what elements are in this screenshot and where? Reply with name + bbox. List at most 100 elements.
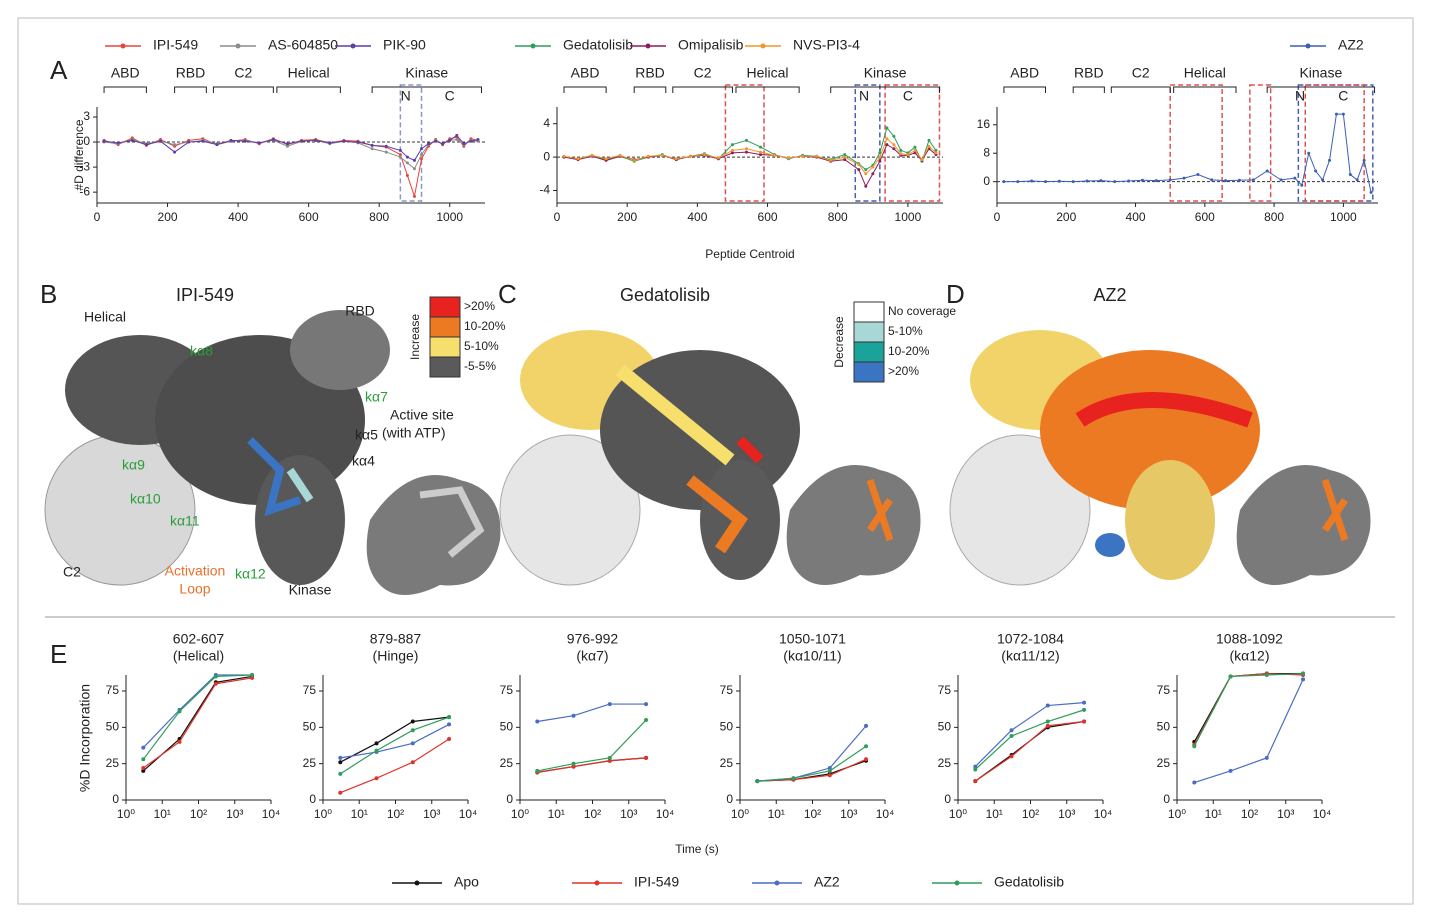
x-tick-label: 10¹ <box>768 807 785 821</box>
data-point <box>1196 173 1200 177</box>
domain-label: C2 <box>1132 65 1150 81</box>
series-line <box>757 745 867 782</box>
legend-marker <box>414 880 420 886</box>
data-point <box>1154 179 1158 183</box>
x-tick-label: 400 <box>228 210 248 224</box>
data-point <box>356 140 360 144</box>
data-point <box>730 148 734 152</box>
data-point <box>420 153 424 157</box>
chart-title: 602-607 <box>173 631 225 647</box>
x-tick-label: 10⁰ <box>314 807 332 821</box>
data-point <box>338 755 343 760</box>
x-tick-label: 10² <box>1241 807 1258 821</box>
panel-label: D <box>946 279 965 309</box>
data-point <box>973 779 978 784</box>
data-point <box>1082 719 1087 724</box>
data-point <box>755 779 760 784</box>
series-line <box>537 703 647 723</box>
data-point <box>144 143 148 147</box>
x-tick-label: 600 <box>758 210 778 224</box>
y-tick-label: 0 <box>944 792 951 806</box>
series-line <box>537 757 647 773</box>
legend-label: 10-20% <box>464 319 506 333</box>
data-point <box>1334 112 1338 116</box>
y-tick-label: 8 <box>983 145 990 159</box>
legend-marker <box>530 43 536 49</box>
legend-label: 5-10% <box>464 339 499 353</box>
series-line <box>340 716 450 763</box>
data-point <box>1228 768 1233 773</box>
data-point <box>412 158 416 162</box>
data-point <box>864 168 868 172</box>
data-point <box>441 142 445 146</box>
y-tick-label: 50 <box>500 719 514 733</box>
data-point <box>913 145 917 149</box>
data-point <box>1113 180 1117 184</box>
series-line <box>1193 672 1304 747</box>
series-line <box>1193 672 1304 746</box>
data-point <box>702 153 706 157</box>
x-tick-label: 10¹ <box>1205 807 1222 821</box>
legend-title: Increase <box>408 314 422 360</box>
legend-label: Gedatolisib <box>994 874 1064 890</box>
domain-bracket <box>672 86 733 93</box>
x-tick-label: 10⁰ <box>511 807 529 821</box>
data-point <box>607 702 612 707</box>
chart-subtitle: (Hinge) <box>373 648 419 664</box>
data-point <box>906 153 910 157</box>
data-point <box>1237 178 1241 182</box>
series-line <box>974 709 1085 770</box>
x-tick-label: 10² <box>804 807 821 821</box>
data-point <box>1045 703 1050 708</box>
data-point <box>374 741 379 746</box>
domain-bracket <box>633 86 667 93</box>
y-tick-label: 75 <box>303 683 317 697</box>
data-point <box>420 157 424 161</box>
series-line <box>757 725 867 782</box>
data-point <box>1002 180 1006 184</box>
data-point <box>338 771 343 776</box>
panel-label: A <box>50 55 68 85</box>
data-point <box>562 154 566 158</box>
data-point <box>213 674 218 679</box>
data-point <box>1085 179 1089 183</box>
y-tick-label: 0 <box>1163 792 1170 806</box>
data-point <box>384 150 388 154</box>
domain-bracket <box>1003 86 1046 93</box>
legend-label: Omipalisib <box>678 37 744 53</box>
panel-label: C <box>498 279 517 309</box>
y-tick-label: 50 <box>1157 719 1171 733</box>
data-point <box>899 152 903 156</box>
y-tick-label: 75 <box>106 683 120 697</box>
data-point <box>462 142 466 146</box>
panel-label: E <box>50 639 67 669</box>
data-point <box>892 147 896 151</box>
legend-swatch <box>429 356 461 378</box>
legend-swatch <box>853 301 885 323</box>
data-point <box>447 722 452 727</box>
data-point <box>1168 178 1172 182</box>
data-point <box>448 138 452 142</box>
domain-label: RBD <box>176 65 206 81</box>
legend-label: PIK-90 <box>383 37 426 53</box>
data-point <box>1127 179 1131 183</box>
x-tick-label: 10⁴ <box>1094 807 1113 821</box>
domain-label: RBD <box>345 303 375 319</box>
axis-line <box>957 675 1103 801</box>
data-point <box>1264 755 1269 760</box>
data-point <box>878 159 882 163</box>
data-point <box>899 148 903 152</box>
data-point <box>398 148 402 152</box>
data-point <box>328 141 332 145</box>
x-tick-label: 800 <box>369 210 389 224</box>
data-point <box>864 744 869 749</box>
data-point <box>927 138 931 142</box>
data-point <box>1071 180 1075 184</box>
axis-line <box>996 107 1378 204</box>
data-point <box>815 154 819 158</box>
legend-marker <box>774 880 780 886</box>
legend-swatch <box>853 361 885 383</box>
x-tick-label: 10¹ <box>154 807 171 821</box>
legend-swatch <box>429 316 461 338</box>
